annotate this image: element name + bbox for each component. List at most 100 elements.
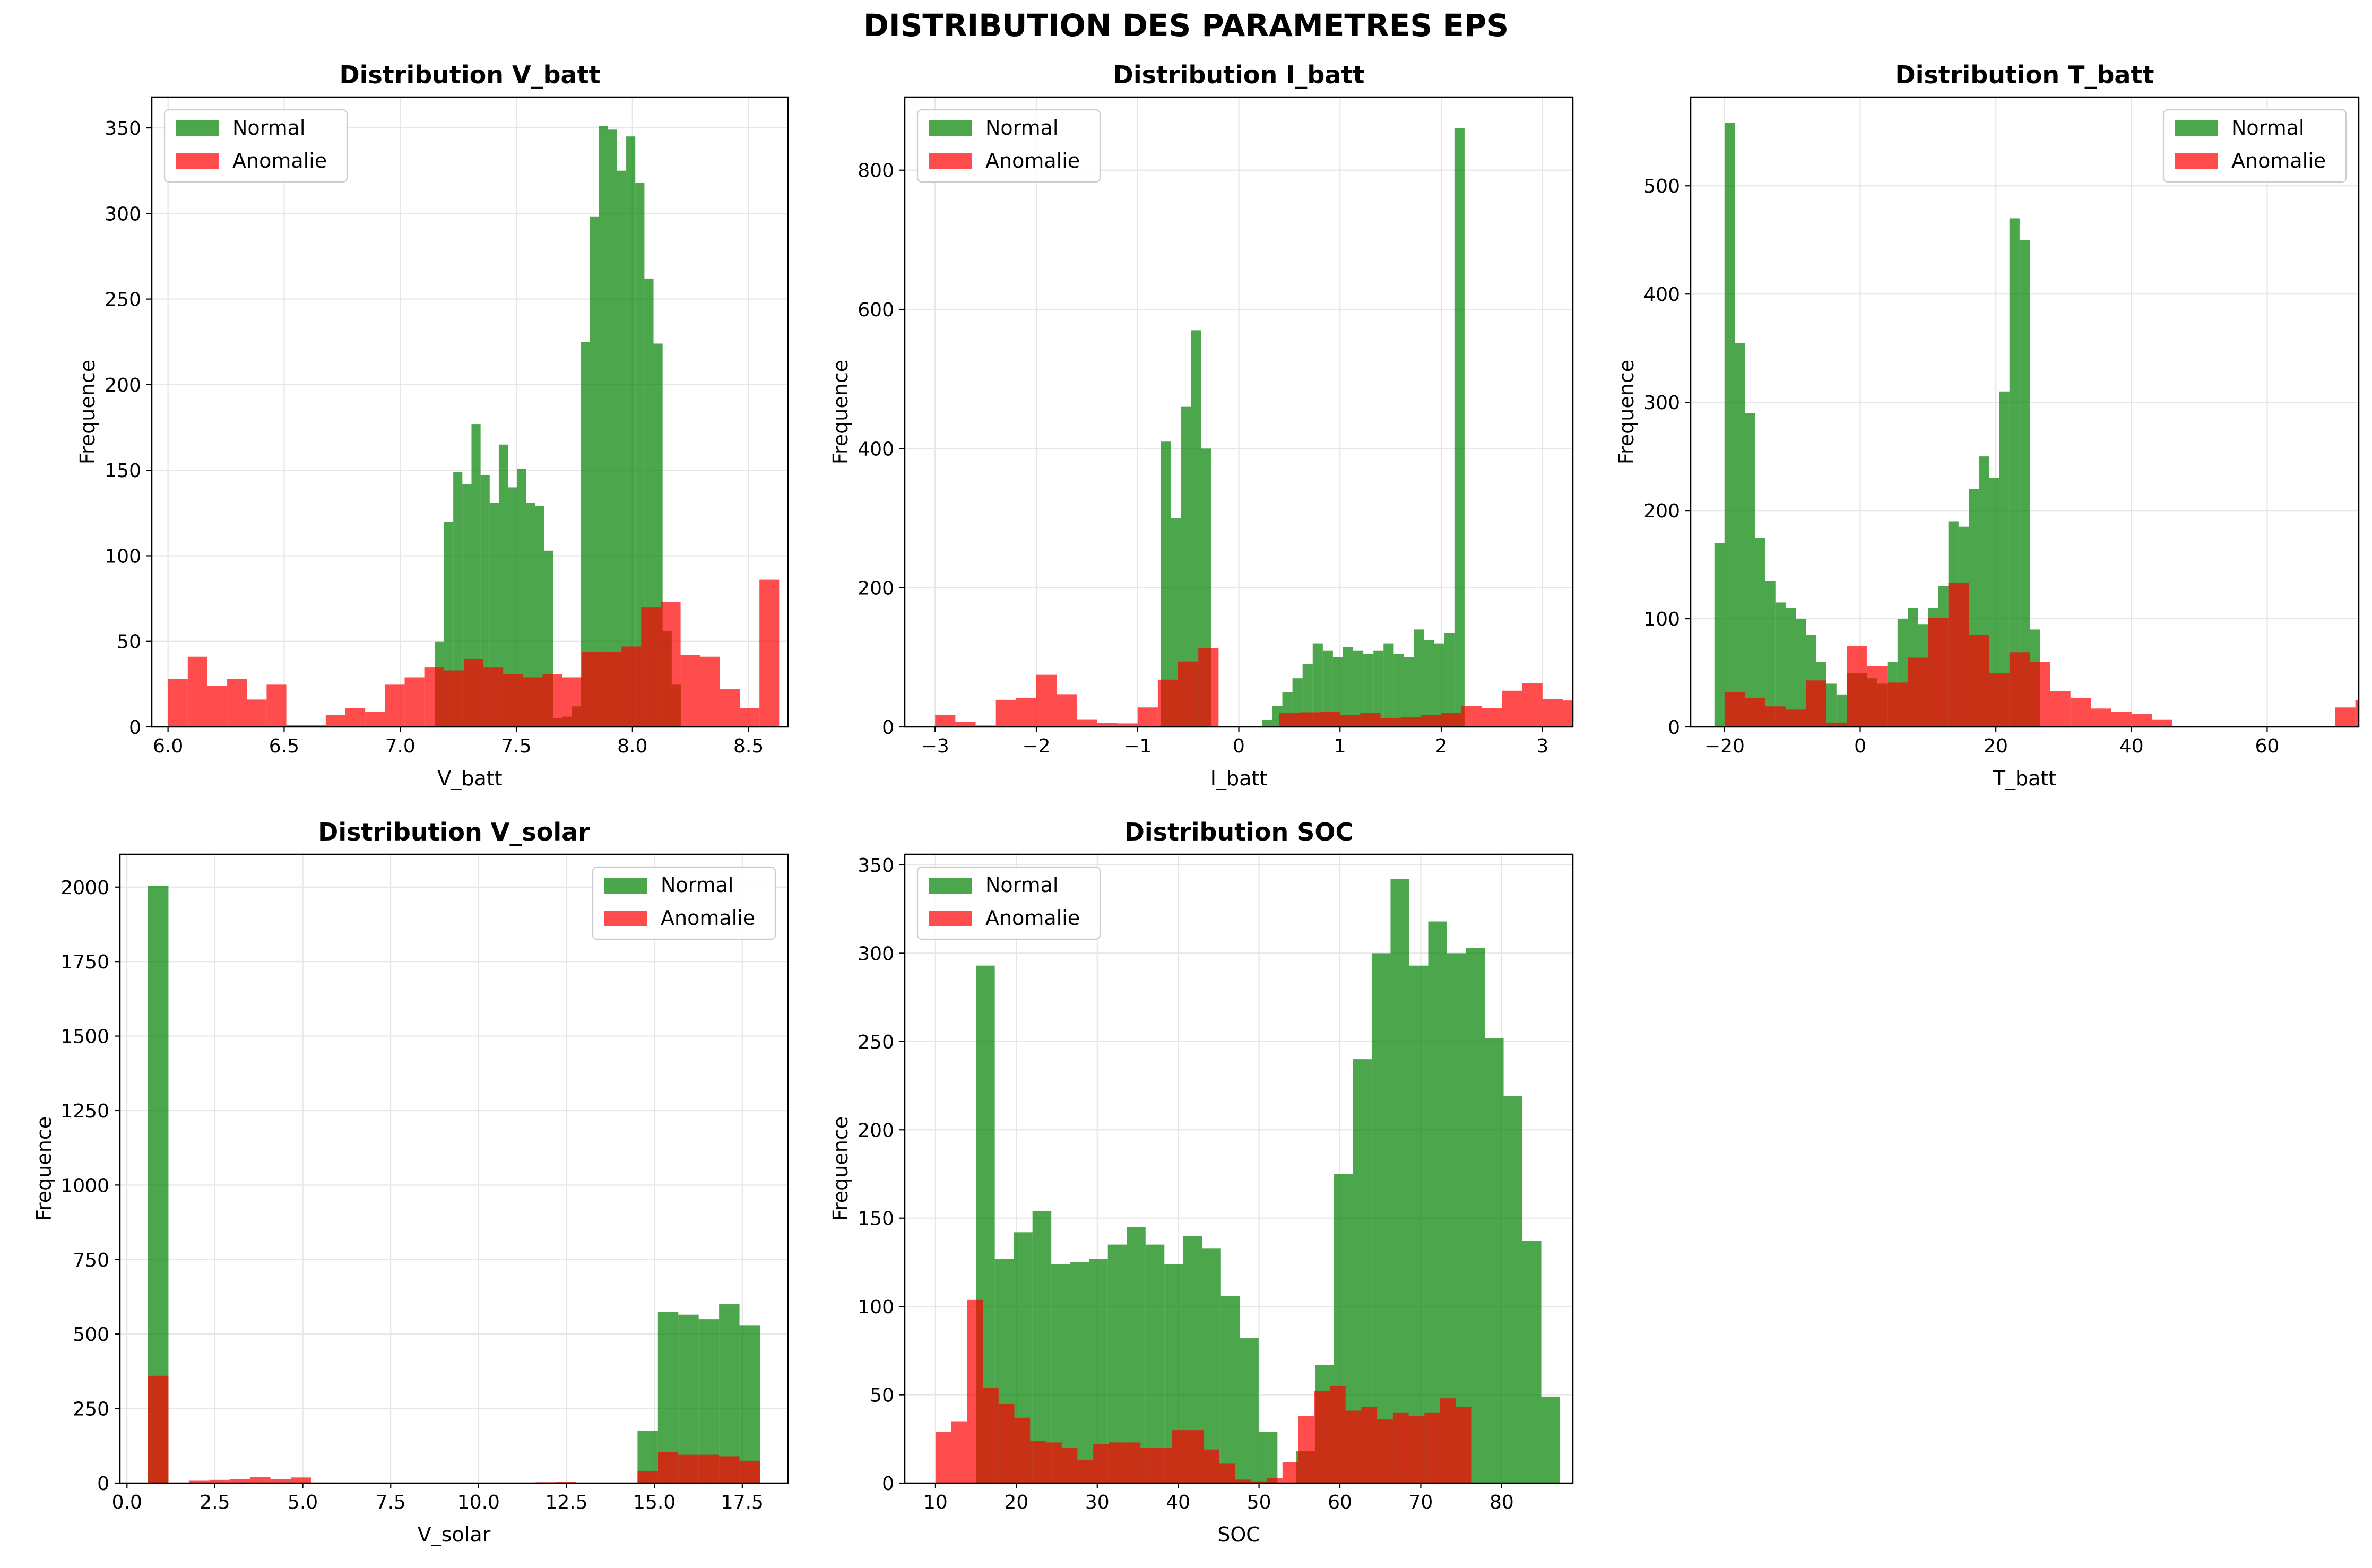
chart0-bar-normal-9 [517,468,526,727]
chart1-bar-normal-22 [1383,643,1394,727]
chart2-bar-anomalie-7 [1867,666,1888,727]
chart4-x-tick-label-6: 70 [1409,1492,1433,1513]
chart1-series-anomalie [935,648,1573,727]
chart4-bar-anomalie-18 [1219,1463,1235,1483]
chart2-bar-anomalie-6 [1846,646,1867,727]
chart0-bar-normal-2 [453,472,463,727]
chart1-bar-normal-3 [1191,330,1201,727]
chart4-x-tick-label-1: 20 [1004,1492,1028,1513]
chart1-bar-anomalie-9 [1117,723,1138,727]
chart1-bar-anomalie-7 [1077,719,1097,727]
chart4-bar-normal-14 [1240,1338,1259,1483]
chart4-series-anomalie [935,1299,1472,1483]
chart0-bar-anomalie-13 [424,667,444,727]
chart3-bar-anomalie-4 [229,1479,250,1483]
chart2-bar-anomalie-11 [1948,583,1969,727]
chart3-bar-anomalie-24 [637,1471,658,1483]
chart1-legend-swatch-anomalie [929,153,972,169]
chart1-bar-anomalie-18 [1299,712,1320,727]
chart4-bar-anomalie-6 [1030,1441,1046,1483]
chart1-bar-normal-18 [1343,647,1354,727]
chart3-y-tick-label-2: 500 [73,1324,109,1346]
chart2-bar-normal-29 [2009,218,2020,727]
chart0-bar-normal-20 [617,170,627,727]
chart0-bar-normal-19 [608,129,617,727]
chart2-title: Distribution T_batt [1895,60,2154,89]
chart1-bar-normal-14 [1302,664,1313,727]
chart2-y-tick-label-4: 400 [1643,284,1680,306]
chart1-y-tick-label-0: 0 [882,717,894,739]
chart0-bar-anomalie-14 [444,670,464,727]
chart4-y-tick-label-4: 200 [858,1120,894,1141]
chart0-legend-label-anomalie: Anomalie [232,149,327,172]
chart1-legend-swatch-normal [929,120,972,136]
chart0-bar-anomalie-2 [207,686,228,727]
chart1-bar-normal-10 [1262,720,1272,727]
chart4-bar-anomalie-28 [1377,1419,1393,1483]
chart1-title: Distribution I_batt [1113,60,1365,89]
chart0-bar-normal-18 [599,126,608,727]
chart3-x-axis-label: V_solar [418,1523,491,1546]
chart0-bar-normal-11 [535,506,544,727]
chart0-bar-anomalie-3 [227,679,247,727]
chart1-bar-normal-27 [1434,643,1444,727]
chart4-bar-normal-24 [1428,921,1447,1483]
chart1-bar-anomalie-2 [975,725,996,727]
chart3-x-tick-label-3: 7.5 [376,1492,406,1513]
chart1-bar-normal-23 [1393,654,1404,727]
chart0-y-tick-label-0: 0 [129,717,141,739]
chart0-bar-anomalie-19 [542,674,562,727]
chart2-x-tick-label-0: −20 [1704,735,1745,757]
chart0-series-anomalie [168,579,780,727]
chart4-x-tick-label-7: 80 [1490,1492,1514,1513]
chart0-bar-anomalie-17 [503,674,523,727]
chart2-bar-anomalie-16 [2050,691,2071,727]
chart1-bar-normal-16 [1322,650,1333,727]
chart4-bar-normal-29 [1522,1241,1542,1483]
chart4-bar-anomalie-16 [1188,1430,1204,1483]
chart0-x-tick-label-5: 8.5 [733,735,764,757]
chart1-y-tick-label-2: 400 [858,438,894,460]
chart2-bar-anomalie-0 [1724,692,1745,727]
chart2-bar-normal-6 [1775,602,1786,727]
chart4-bar-anomalie-17 [1204,1449,1219,1483]
chart1-series-normal [1161,128,1465,727]
chart2-bar-normal-0 [1714,543,1725,727]
chart0-bar-anomalie-27 [700,656,720,727]
chart3-y-tick-label-5: 1250 [60,1101,109,1122]
chart2-bar-anomalie-21 [2152,719,2172,727]
chart2-x-tick-label-2: 20 [1984,735,2008,757]
chart4-x-tick-label-3: 40 [1166,1492,1190,1513]
chart2-y-tick-label-5: 500 [1643,176,1680,197]
chart1-bar-anomalie-0 [935,715,956,727]
chart3-x-tick-label-4: 10.0 [457,1492,500,1513]
chart4-bar-anomalie-3 [983,1388,999,1483]
chart4-bar-normal-21 [1371,953,1391,1483]
chart4-bar-anomalie-8 [1061,1448,1078,1483]
chart0-x-axis-label: V_batt [437,767,502,790]
chart-panel-soc: 10 20 30 40 50 60 70 80 0 50 100 150 200 250 300 350 Dis… [829,818,1574,1546]
chart3-bar-anomalie-7 [291,1477,311,1483]
chart1-x-tick-label-3: 0 [1233,735,1245,757]
chart0-y-tick-label-6: 300 [105,203,141,225]
chart1-bar-anomalie-6 [1057,694,1077,727]
chart4-bar-normal-9 [1145,1244,1165,1483]
chart3-legend-label-normal: Normal [661,873,734,897]
chart2-bar-anomalie-5 [1826,722,1847,727]
chart1-bar-anomalie-5 [1036,674,1057,727]
chart2-bar-anomalie-31 [2355,700,2359,727]
chart0-x-tick-label-3: 7.5 [501,735,531,757]
chart1-bar-anomalie-24 [1421,715,1442,727]
chart4-y-tick-label-2: 100 [858,1296,894,1318]
chart0-y-tick-label-1: 50 [117,631,141,653]
chart0-bar-anomalie-30 [759,579,780,727]
chart0-legend-swatch-normal [176,120,219,136]
chart2-bar-anomalie-17 [2070,697,2091,727]
chart4-title: Distribution SOC [1124,818,1354,846]
chart2-legend-swatch-anomalie [2175,153,2218,169]
chart0-legend-label-normal: Normal [232,116,306,140]
chart2-bar-normal-1 [1724,123,1735,727]
chart0-bar-normal-22 [635,183,645,727]
chart4-y-tick-label-0: 0 [882,1473,894,1495]
chart0-y-tick-label-3: 150 [105,460,141,482]
